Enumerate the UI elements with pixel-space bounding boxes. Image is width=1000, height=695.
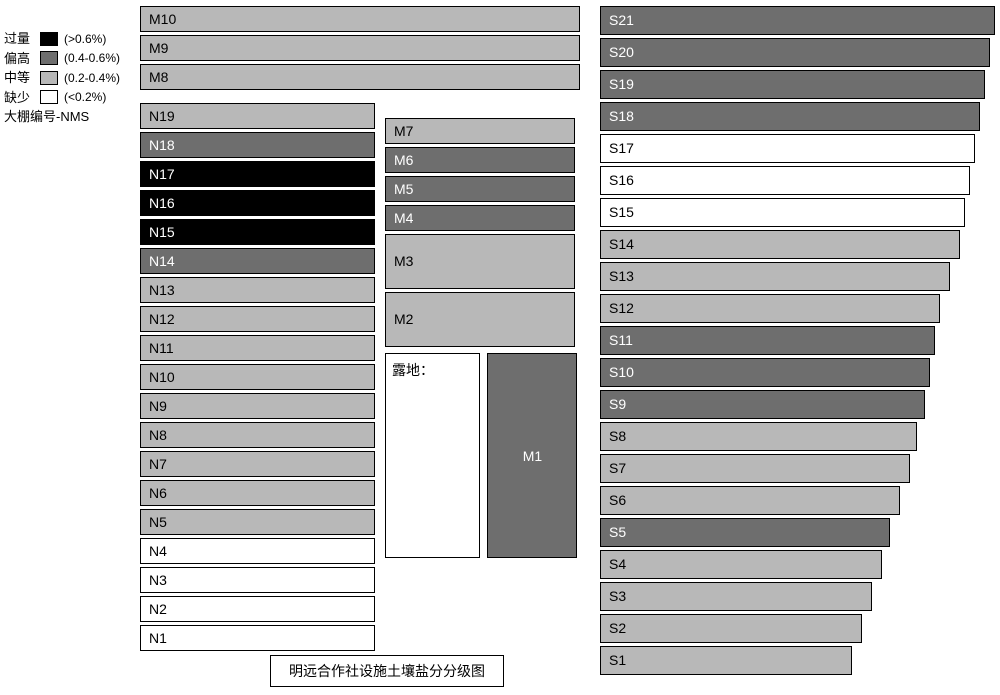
greenhouse-bar: M5	[385, 176, 575, 202]
legend: 过量 (>0.6%) 偏高 (0.4-0.6%) 中等 (0.2-0.4%) 缺少 (<0.2…	[4, 30, 120, 126]
legend-label: 偏高	[4, 50, 38, 68]
legend-range: (0.2-0.4%)	[64, 70, 120, 86]
openland-block: 露地：	[385, 353, 480, 558]
greenhouse-bar: N11	[140, 335, 375, 361]
greenhouse-bar: S16	[600, 166, 970, 195]
legend-range: (0.4-0.6%)	[64, 50, 120, 66]
greenhouse-bar: S18	[600, 102, 980, 131]
greenhouse-bar: S4	[600, 550, 882, 579]
legend-swatch	[40, 71, 58, 85]
greenhouse-bar: N18	[140, 132, 375, 158]
greenhouse-bar: N6	[140, 480, 375, 506]
legend-row: 中等 (0.2-0.4%)	[4, 69, 120, 87]
greenhouse-bar: M10	[140, 6, 580, 32]
greenhouse-bar: M8	[140, 64, 580, 90]
greenhouse-bar: N19	[140, 103, 375, 129]
m-side-group: M7 M6 M5 M4 M3M2	[385, 118, 585, 347]
greenhouse-bar: N17	[140, 161, 375, 187]
greenhouse-bar: S11	[600, 326, 935, 355]
greenhouse-bar: N8	[140, 422, 375, 448]
s-series-group: S21 S20 S19 S18 S17 S16 S15 S14 S13 S12 S11 S10 S9 S8…	[600, 6, 995, 675]
greenhouse-bar: S15	[600, 198, 965, 227]
greenhouse-bar: S8	[600, 422, 917, 451]
greenhouse-bar: S12	[600, 294, 940, 323]
greenhouse-bar: N16	[140, 190, 375, 216]
greenhouse-bar: S20	[600, 38, 990, 67]
greenhouse-bar: N15	[140, 219, 375, 245]
s-column: S21 S20 S19 S18 S17 S16 S15 S14 S13 S12 S11 S10 S9 S8…	[600, 6, 995, 678]
greenhouse-bar: S6	[600, 486, 900, 515]
greenhouse-bar: N14	[140, 248, 375, 274]
greenhouse-bar: M3	[385, 234, 575, 289]
legend-label: 中等	[4, 69, 38, 87]
greenhouse-bar: S19	[600, 70, 985, 99]
legend-swatch	[40, 51, 58, 65]
greenhouse-bar: S5	[600, 518, 890, 547]
legend-label: 缺少	[4, 89, 38, 107]
legend-row: 偏高 (0.4-0.6%)	[4, 50, 120, 68]
m-top-group: M10 M9 M8	[140, 6, 580, 90]
greenhouse-bar: M2	[385, 292, 575, 347]
greenhouse-bar: S1	[600, 646, 852, 675]
chart-title: 明远合作社设施土壤盐分分级图	[270, 655, 504, 687]
greenhouse-bar: N1	[140, 625, 375, 651]
greenhouse-bar: N12	[140, 306, 375, 332]
greenhouse-bar: S9	[600, 390, 925, 419]
greenhouse-bar: S2	[600, 614, 862, 643]
m-side-column: M7 M6 M5 M4 M3M2 露地： M1	[385, 118, 585, 558]
legend-range: (>0.6%)	[64, 31, 106, 47]
greenhouse-bar: N10	[140, 364, 375, 390]
greenhouse-bar: S13	[600, 262, 950, 291]
greenhouse-bar: N2	[140, 596, 375, 622]
greenhouse-bar: M4	[385, 205, 575, 231]
greenhouse-bar: M9	[140, 35, 580, 61]
greenhouse-bar: N13	[140, 277, 375, 303]
greenhouse-bar: M7	[385, 118, 575, 144]
greenhouse-bar: S21	[600, 6, 995, 35]
openland-m1-row: 露地： M1	[385, 353, 585, 558]
greenhouse-bar: N7	[140, 451, 375, 477]
greenhouse-bar: S3	[600, 582, 872, 611]
greenhouse-bar: M6	[385, 147, 575, 173]
greenhouse-bar: N9	[140, 393, 375, 419]
legend-range: (<0.2%)	[64, 89, 106, 105]
greenhouse-bar: N5	[140, 509, 375, 535]
greenhouse-bar: N3	[140, 567, 375, 593]
greenhouse-bar: S10	[600, 358, 930, 387]
greenhouse-bar: S17	[600, 134, 975, 163]
legend-swatch	[40, 32, 58, 46]
legend-row: 缺少 (<0.2%)	[4, 89, 120, 107]
greenhouse-bar: N4	[140, 538, 375, 564]
legend-label: 过量	[4, 30, 38, 48]
legend-note: 大棚编号-NMS	[4, 108, 120, 126]
legend-swatch	[40, 90, 58, 104]
legend-row: 过量 (>0.6%)	[4, 30, 120, 48]
greenhouse-bar: S14	[600, 230, 960, 259]
m1-block: M1	[487, 353, 577, 558]
greenhouse-bar: S7	[600, 454, 910, 483]
